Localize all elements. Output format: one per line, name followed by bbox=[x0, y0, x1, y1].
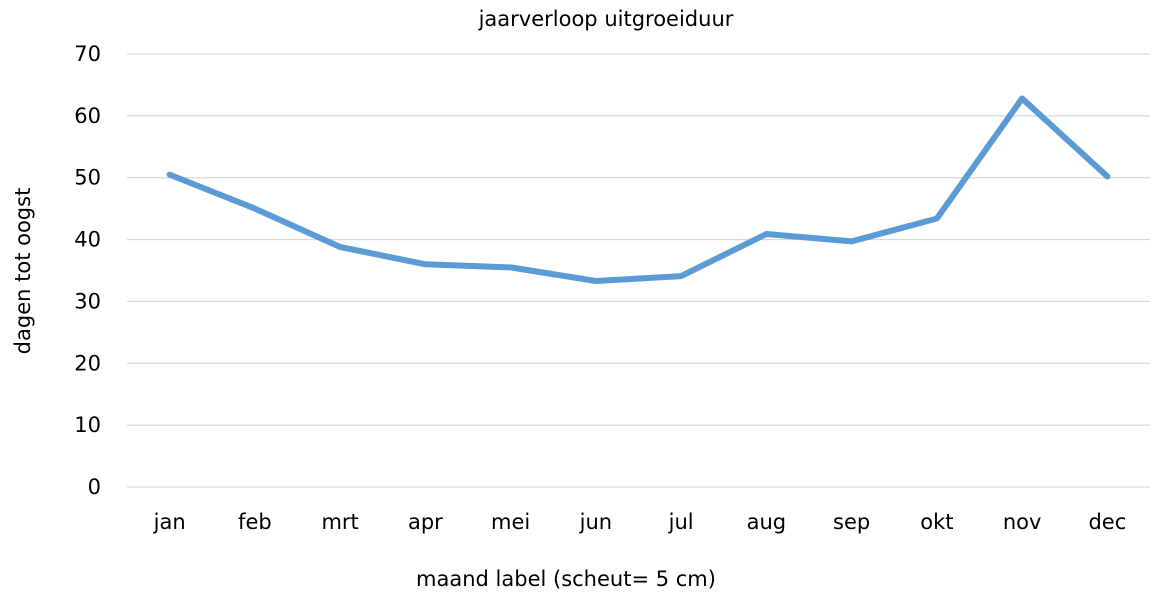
y-tick-label: 0 bbox=[88, 475, 101, 499]
y-tick-label: 60 bbox=[74, 104, 101, 128]
x-tick-label: apr bbox=[408, 510, 443, 534]
x-tick-label: mei bbox=[491, 510, 530, 534]
x-tick-label: jan bbox=[153, 510, 186, 534]
y-tick-labels: 0 10 20 30 40 50 60 70 bbox=[74, 42, 101, 499]
x-tick-labels: jan feb mrt apr mei jun jul aug sep okt nov dec bbox=[153, 510, 1127, 534]
x-tick-label: jul bbox=[668, 510, 694, 534]
series-layer bbox=[166, 95, 1111, 284]
grid-layer bbox=[127, 53, 1150, 488]
x-tick-label: mrt bbox=[321, 510, 358, 534]
y-axis-title: dagen tot oogst bbox=[11, 188, 35, 355]
y-tick-label: 70 bbox=[74, 42, 101, 66]
x-tick-label: jun bbox=[579, 510, 612, 534]
x-tick-label: feb bbox=[238, 510, 272, 534]
x-tick-label: dec bbox=[1088, 510, 1126, 534]
y-tick-label: 50 bbox=[74, 166, 101, 190]
y-tick-label: 30 bbox=[74, 289, 101, 313]
x-tick-label: nov bbox=[1003, 510, 1042, 534]
x-axis-title: maand label (scheut= 5 cm) bbox=[416, 567, 716, 591]
y-tick-label: 10 bbox=[74, 413, 101, 437]
chart-title: jaarverloop uitgroeiduur bbox=[478, 7, 734, 31]
x-tick-label: sep bbox=[833, 510, 870, 534]
x-tick-label: okt bbox=[920, 510, 953, 534]
y-tick-label: 40 bbox=[74, 228, 101, 252]
x-tick-label: aug bbox=[747, 510, 787, 534]
series-line bbox=[166, 95, 1111, 284]
y-tick-label: 20 bbox=[74, 351, 101, 375]
